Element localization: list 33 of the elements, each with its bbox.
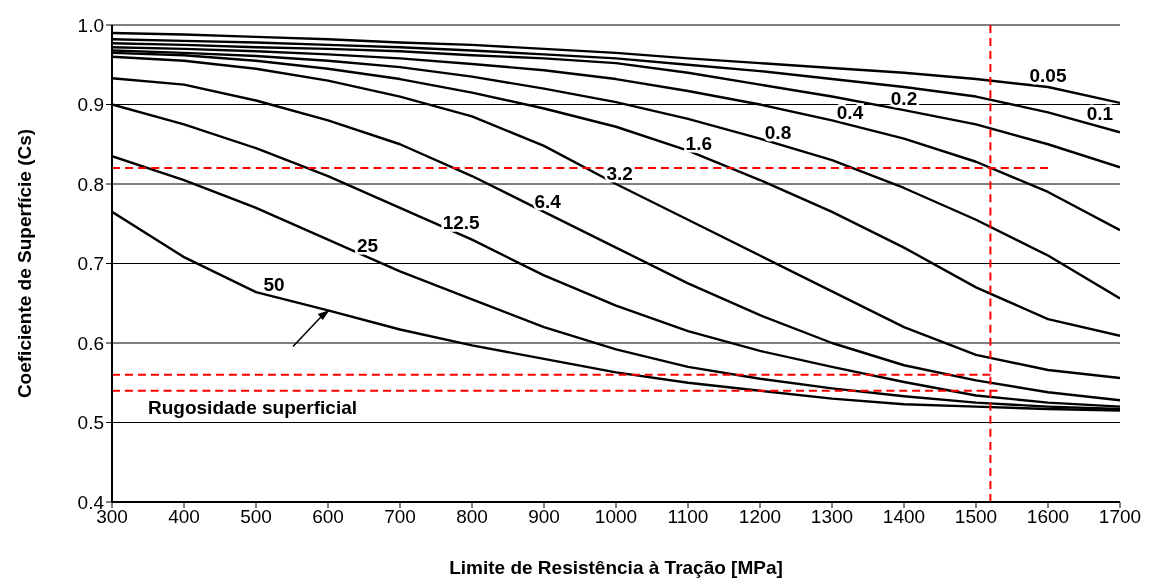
y-tick-label: 1.0 (77, 14, 104, 36)
x-tick-label: 1000 (594, 506, 638, 528)
x-tick-label: 400 (168, 506, 200, 528)
y-tick-label: 0.6 (77, 332, 104, 354)
series-label: 3.2 (606, 163, 633, 185)
x-tick-label: 1500 (954, 506, 998, 528)
x-tick-label: 500 (240, 506, 272, 528)
y-tick-label: 0.7 (77, 253, 104, 275)
series-label: 0.8 (764, 121, 792, 143)
series-label: 1.6 (685, 132, 713, 154)
y-tick-label: 0.9 (77, 94, 104, 116)
series-label: 0.05 (1029, 64, 1067, 86)
series-label: 0.1 (1086, 103, 1114, 125)
x-tick-label: 1300 (810, 506, 854, 528)
x-tick-label: 1600 (1026, 506, 1070, 528)
y-axis-title: Coeficiente de Superfície (Cs) (13, 128, 35, 399)
x-tick-label: 1400 (882, 506, 926, 528)
x-tick-label: 1100 (667, 506, 709, 528)
x-tick-label: 600 (312, 506, 344, 528)
annotation: Rugosidade superficial (142, 397, 364, 419)
series-label: 6.4 (534, 191, 562, 213)
y-tick-label: 0.8 (77, 173, 104, 195)
series-label: 50 (263, 274, 285, 296)
series-label: 25 (357, 234, 379, 256)
x-tick-label: 700 (384, 506, 416, 528)
series-label: 0.4 (836, 102, 864, 124)
x-tick-label: 900 (528, 506, 560, 528)
series-label: 12.5 (442, 212, 481, 234)
y-tick-label: 0.5 (77, 412, 104, 434)
x-tick-label: 1700 (1098, 506, 1142, 528)
x-axis-title: Limite de Resistência à Tração [MPa] (449, 557, 783, 578)
x-tick-label: 800 (456, 506, 488, 528)
x-tick-label: 1200 (738, 506, 782, 528)
